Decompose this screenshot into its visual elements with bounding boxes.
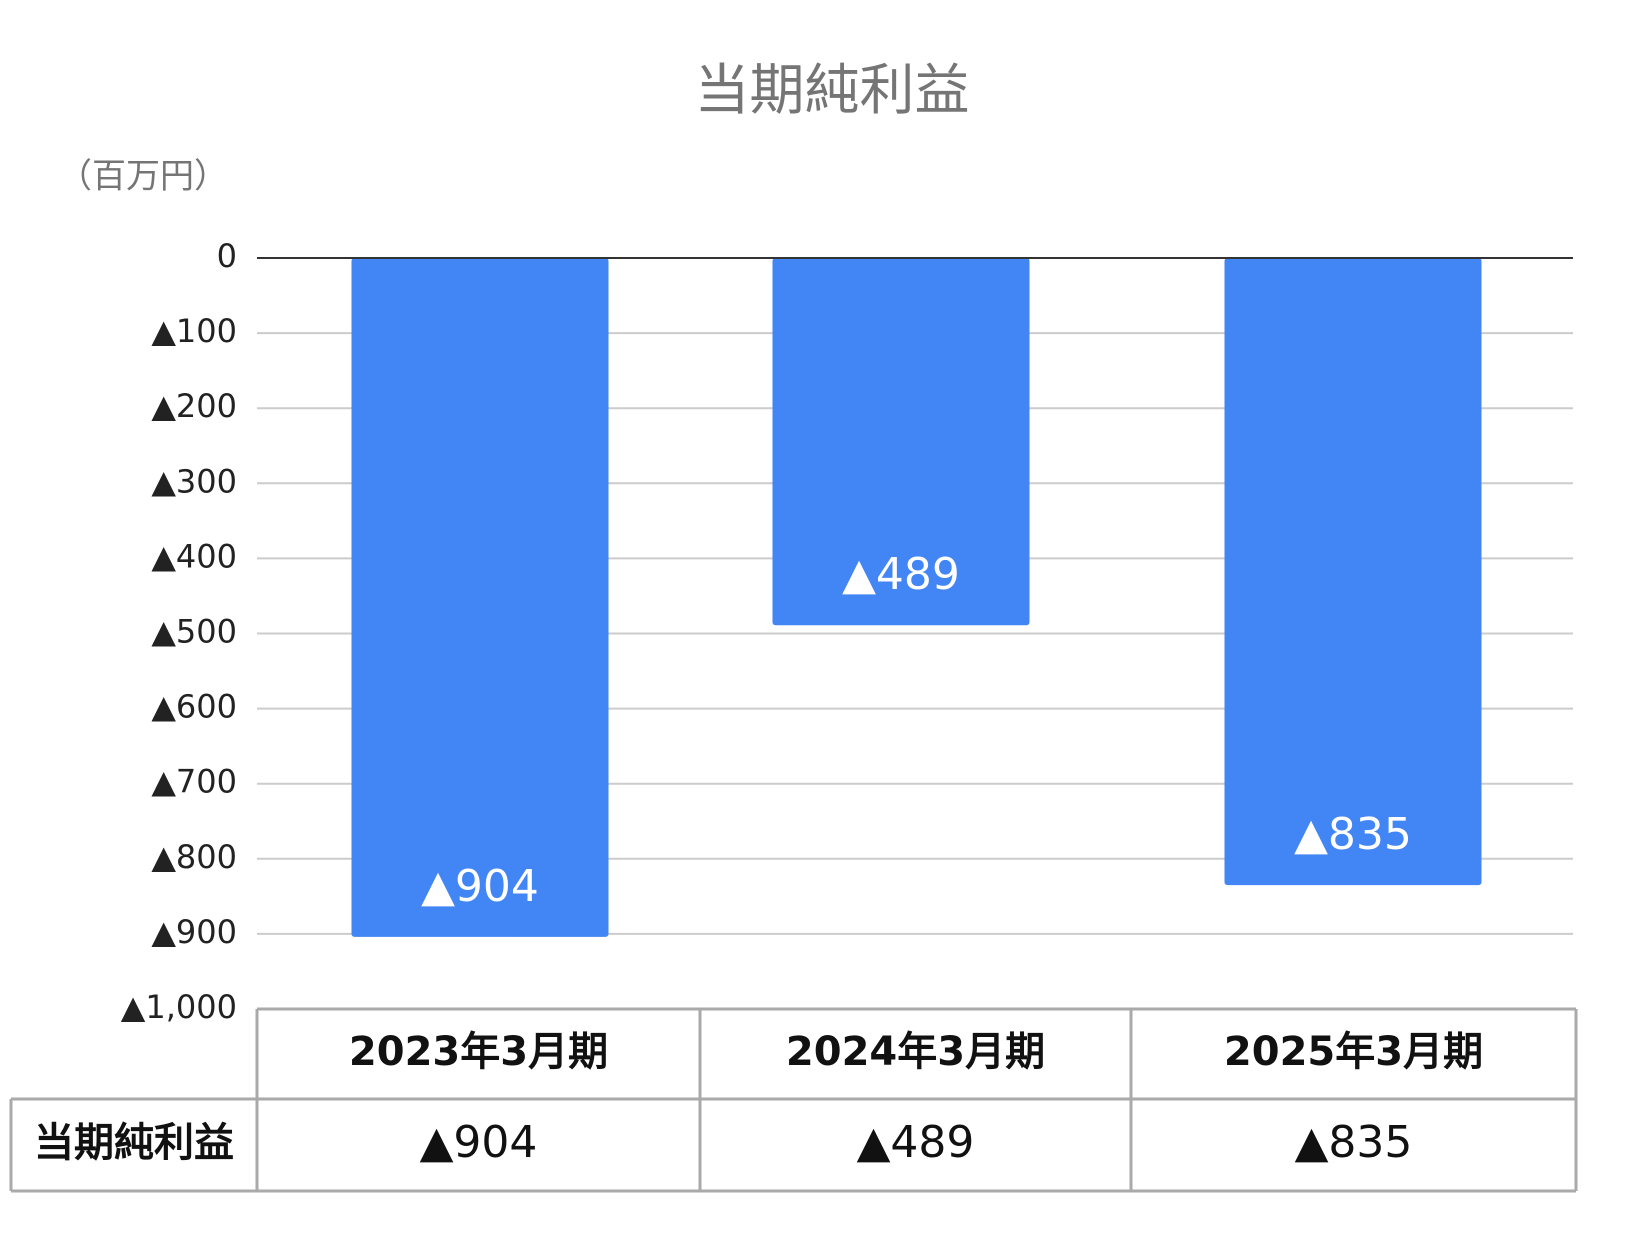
y-tick-label: ▲200 [151, 387, 237, 425]
data-label: ▲835 [1294, 809, 1412, 860]
table-row-header: 当期純利益 [34, 1120, 234, 1166]
y-axis-label: （百万円） [58, 157, 228, 197]
y-tick-label: ▲500 [151, 613, 237, 651]
table-cell: ▲489 [857, 1117, 975, 1168]
y-tick-label: ▲400 [151, 537, 237, 575]
y-tick-label: 0 [217, 237, 237, 275]
bar [1224, 258, 1482, 886]
y-tick-label: ▲900 [151, 913, 237, 951]
y-tick-label: ▲800 [151, 838, 237, 876]
table-header: 2023年3月期 [349, 1029, 608, 1075]
y-tick-label: ▲1,000 [121, 988, 237, 1026]
data-label: ▲489 [842, 549, 960, 600]
table-cell: ▲835 [1295, 1117, 1413, 1168]
bar [351, 258, 609, 937]
table-cell: ▲904 [420, 1117, 538, 1168]
table-header: 2024年3月期 [786, 1029, 1045, 1075]
table-header: 2025年3月期 [1224, 1029, 1483, 1075]
y-tick-label: ▲600 [151, 688, 237, 726]
y-tick-label: ▲300 [151, 462, 237, 500]
y-tick-label: ▲700 [151, 763, 237, 801]
y-tick-label: ▲100 [151, 312, 237, 350]
data-label: ▲904 [421, 861, 539, 912]
bar [772, 258, 1030, 626]
chart-title: 当期純利益 [694, 58, 969, 122]
